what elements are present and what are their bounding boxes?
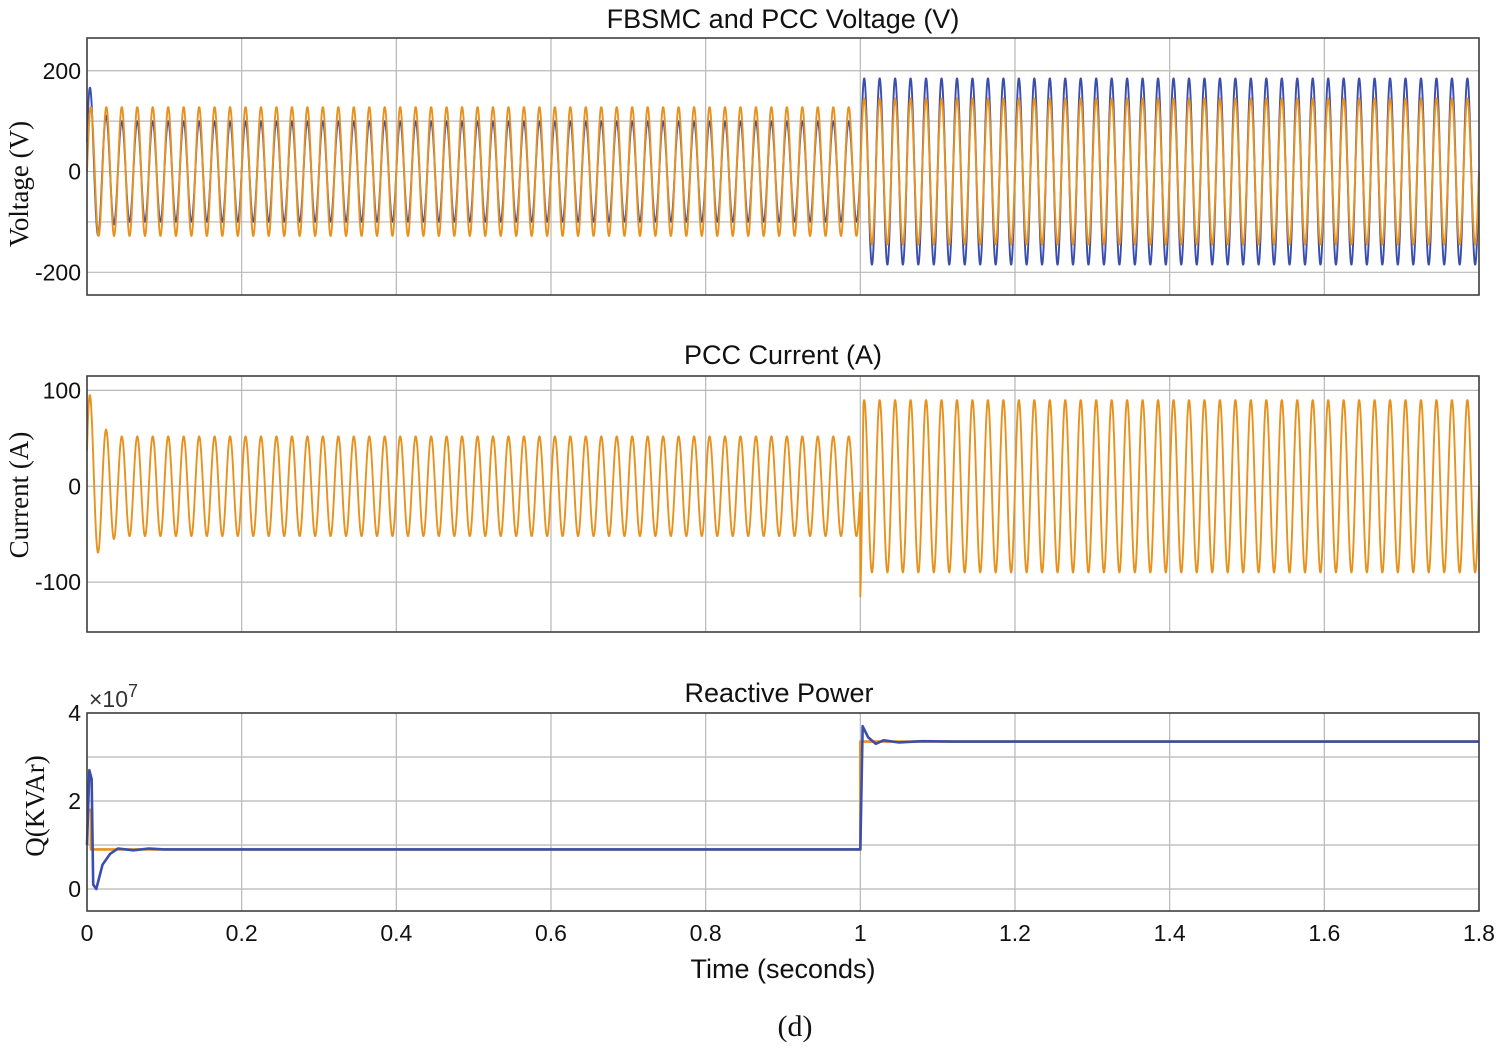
x-axis-label: Time (seconds): [690, 954, 875, 984]
y-tick-label: 2: [68, 788, 81, 814]
series-group: [86, 77, 1480, 266]
y-tick-label: 4: [68, 700, 81, 726]
y-tick-label: 200: [43, 58, 81, 84]
y-multiplier: ×107: [89, 681, 138, 712]
panel-title: PCC Current (A): [684, 340, 882, 370]
y-axis-label: Voltage (V): [4, 121, 34, 247]
x-tick-label: 1.8: [1463, 920, 1495, 946]
panel-title: Reactive Power: [684, 678, 873, 708]
plot-frame: [86, 375, 1480, 633]
y-tick-label: -100: [35, 569, 81, 595]
series-line: [87, 740, 1479, 851]
y-tick-label: 0: [68, 159, 81, 185]
x-tick-label: 0: [81, 920, 94, 946]
series-line: [86, 97, 1480, 246]
y-axis-label: Current (A): [4, 432, 34, 559]
panel-current: PCC Current (A) Current (A) -100 0 100: [4, 340, 1480, 633]
x-tick-label: 1: [854, 920, 867, 946]
series-line: [86, 394, 1480, 598]
x-tick-label: 0.6: [535, 920, 567, 946]
y-tick-labels: -200 0 200: [35, 58, 81, 286]
x-tick-label: 0.8: [690, 920, 722, 946]
y-tick-labels: 0 2 4: [68, 700, 81, 902]
x-tick-labels: 0 0.2 0.4 0.6 0.8 1 1.2 1.4 1.6 1.8: [81, 920, 1495, 946]
plot-frame: [86, 37, 1480, 296]
y-tick-label: -200: [35, 259, 81, 285]
x-tick-label: 1.2: [999, 920, 1031, 946]
figure-caption: (d): [778, 1010, 813, 1043]
x-tick-label: 1.4: [1154, 920, 1186, 946]
x-tick-label: 0.2: [226, 920, 258, 946]
series-group: [85, 724, 1479, 891]
panel-voltage: FBSMC and PCC Voltage (V) Voltage (V) -2…: [4, 4, 1480, 296]
y-tick-label: 100: [43, 377, 81, 403]
y-tick-label: 0: [68, 876, 81, 902]
plot-frame: [86, 712, 1480, 912]
x-tick-label: 1.6: [1308, 920, 1340, 946]
y-tick-label: 0: [68, 473, 81, 499]
y-axis-label: Q(KVAr): [20, 755, 50, 857]
panel-title: FBSMC and PCC Voltage (V): [607, 4, 960, 34]
y-tick-labels: -100 0 100: [35, 377, 81, 595]
series-line: [85, 724, 1479, 891]
x-tick-label: 0.4: [380, 920, 412, 946]
y-multiplier-exponent: 7: [128, 681, 138, 701]
series-group: [86, 394, 1480, 598]
panel-reactive-power: Reactive Power ×107 Q(KVAr) 024 0 0.2 0.4 0…: [20, 678, 1495, 946]
